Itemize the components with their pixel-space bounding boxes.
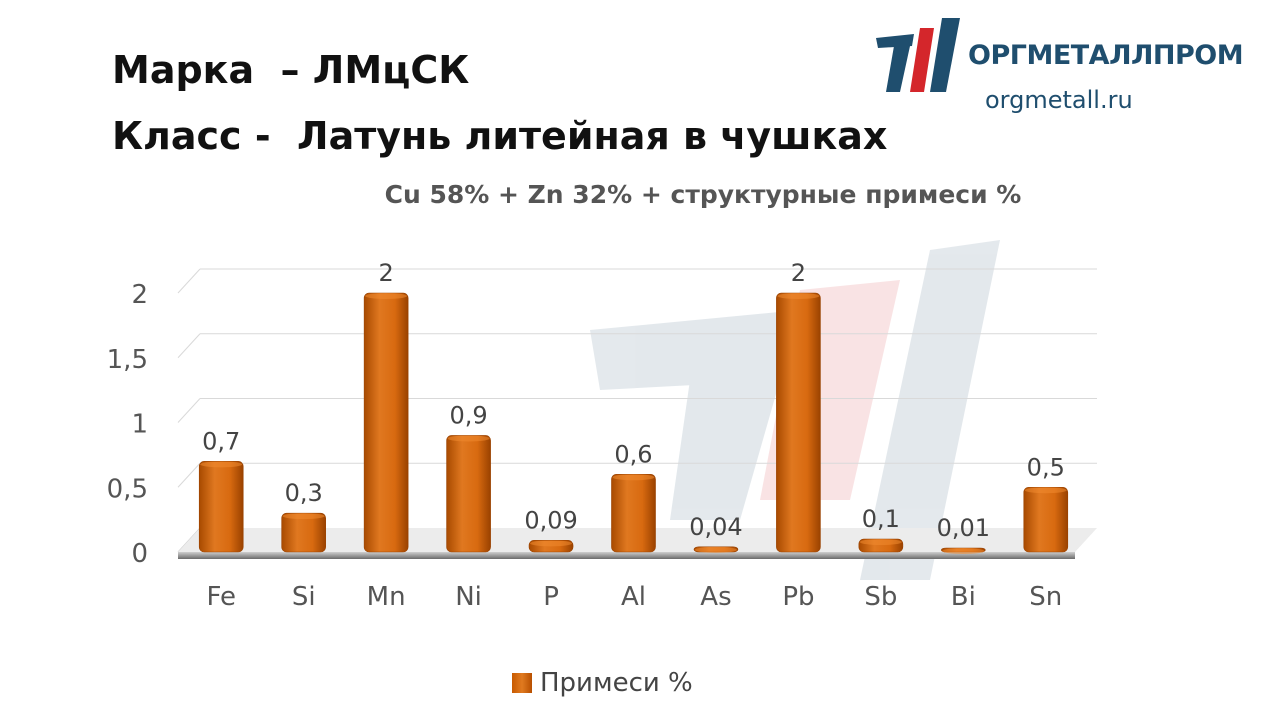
bar-ni bbox=[446, 435, 491, 553]
data-label: 2 bbox=[791, 259, 806, 287]
bar-al bbox=[611, 473, 656, 553]
bar-top-highlight bbox=[1024, 487, 1067, 494]
x-tick-label: Al bbox=[621, 582, 646, 612]
data-label: 0,6 bbox=[614, 440, 652, 468]
bar-top-highlight bbox=[612, 474, 655, 481]
bar-mn bbox=[363, 292, 409, 553]
data-label: 0,5 bbox=[1027, 453, 1065, 481]
x-tick-label: P bbox=[543, 582, 559, 612]
y-tick-label: 1 bbox=[131, 410, 148, 440]
data-label: 0,1 bbox=[862, 505, 900, 533]
x-tick-label: Mn bbox=[367, 582, 406, 612]
bar-top-highlight bbox=[942, 548, 985, 554]
data-label: 0,9 bbox=[450, 401, 488, 429]
y-tick-label: 1,5 bbox=[107, 345, 148, 375]
bar-top-highlight bbox=[282, 513, 325, 520]
y-tick-label: 0 bbox=[131, 539, 148, 569]
page-title: Марка – ЛМцСК bbox=[112, 48, 470, 92]
x-tick-label: As bbox=[700, 582, 731, 612]
chart-legend: Примеси % bbox=[512, 668, 693, 698]
data-label: 2 bbox=[378, 259, 393, 287]
x-tick-label: Sn bbox=[1029, 582, 1062, 612]
bar-top-highlight bbox=[365, 293, 408, 299]
gridline-depth bbox=[177, 398, 201, 423]
bar-top-highlight bbox=[859, 539, 902, 546]
logo-icon bbox=[876, 18, 960, 92]
data-label: 0,7 bbox=[202, 427, 240, 455]
chart-title: Cu 58% + Zn 32% + структурные примеси % bbox=[384, 180, 1022, 209]
x-tick-label: Si bbox=[292, 582, 316, 612]
legend-label: Примеси % bbox=[540, 668, 693, 698]
page-subtitle: Класс - Латунь литейная в чушках bbox=[112, 114, 888, 158]
logo-name: ОРГМЕТАЛЛПРОМ bbox=[968, 40, 1244, 71]
bar-top-highlight bbox=[447, 435, 490, 442]
bar-pb bbox=[776, 292, 821, 553]
gridline-depth bbox=[177, 333, 201, 359]
x-tick-label: Fe bbox=[206, 582, 236, 612]
bar-top-highlight bbox=[694, 546, 737, 553]
x-tick-label: Ni bbox=[455, 582, 482, 612]
bar-sn bbox=[1023, 486, 1069, 553]
bar-top-highlight bbox=[530, 540, 573, 547]
x-tick-label: Sb bbox=[864, 582, 897, 612]
logo-url: orgmetall.ru bbox=[985, 86, 1133, 114]
gridline-depth bbox=[177, 462, 201, 488]
data-label: 0,04 bbox=[689, 513, 742, 541]
watermark-logo bbox=[590, 240, 1000, 580]
gridline-depth bbox=[177, 268, 201, 294]
data-label: 0,09 bbox=[524, 506, 577, 534]
bar-top-highlight bbox=[777, 293, 820, 299]
y-tick-label: 2 bbox=[131, 280, 148, 310]
x-tick-label: Pb bbox=[782, 582, 814, 612]
y-tick-label: 0,5 bbox=[107, 474, 148, 504]
data-label: 0,01 bbox=[937, 514, 990, 542]
x-tick-label: Bi bbox=[951, 582, 976, 612]
chart-floor-edge bbox=[178, 552, 1075, 559]
bar-fe bbox=[198, 461, 244, 553]
bar-top-highlight bbox=[200, 461, 243, 468]
legend-swatch bbox=[512, 673, 532, 693]
data-label: 0,3 bbox=[285, 479, 323, 507]
